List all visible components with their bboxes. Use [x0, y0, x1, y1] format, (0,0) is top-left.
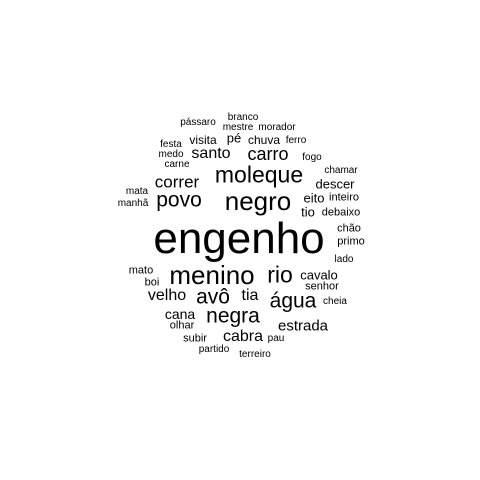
word-mestre: mestre: [222, 122, 254, 133]
word-agua: água: [269, 289, 317, 313]
word-cavalo: cavalo: [300, 267, 338, 283]
word-subir: subir: [183, 332, 207, 345]
word-descer: descer: [315, 176, 355, 192]
word-terreiro: terreiro: [239, 349, 271, 360]
word-carro: carro: [247, 144, 289, 164]
word-manha: manhã: [117, 198, 149, 209]
word-mato: mato: [128, 264, 154, 277]
word-engenho: engenho: [153, 214, 325, 263]
word-pau: pau: [267, 333, 285, 344]
word-santo: santo: [191, 145, 231, 162]
word-eito: eito: [303, 190, 325, 206]
word-senhor: senhor: [305, 280, 339, 293]
word-cheia: cheia: [323, 296, 347, 307]
word-olhar: olhar: [169, 319, 195, 332]
word-fogo: fogo: [302, 152, 322, 163]
word-festa: festa: [160, 139, 182, 150]
word-tio: tio: [301, 204, 315, 220]
word-pe: pé: [226, 130, 242, 146]
word-cabra: cabra: [222, 328, 264, 345]
word-povo: povo: [156, 188, 202, 212]
word-negra: negra: [206, 304, 260, 328]
word-chao: chão: [337, 222, 361, 235]
word-medo: medo: [158, 149, 184, 160]
word-estrada: estrada: [277, 317, 329, 335]
word-passaro: pássaro: [180, 117, 216, 128]
word-correr: correr: [154, 172, 200, 192]
word-visita: visita: [189, 133, 217, 147]
word-carne: carne: [164, 159, 190, 170]
word-boi: boi: [144, 276, 160, 289]
word-velho: velho: [147, 287, 187, 304]
word-negro: negro: [224, 186, 292, 216]
word-debaixo: debaixo: [321, 206, 361, 219]
word-partido: partido: [198, 344, 230, 355]
word-morador: morador: [258, 122, 296, 133]
word-moleque: moleque: [214, 161, 304, 188]
word-lado: lado: [334, 254, 354, 265]
word-chuva: chuva: [247, 133, 281, 147]
word-tia: tia: [241, 287, 259, 304]
word-ferro: ferro: [285, 135, 307, 146]
word-chamar: chamar: [324, 165, 358, 176]
word-rio: rio: [267, 261, 293, 288]
word-primo: primo: [337, 235, 365, 248]
word-menino: menino: [169, 260, 255, 290]
word-branco: branco: [227, 112, 259, 123]
word-cana: cana: [164, 306, 196, 322]
word-mata: mata: [125, 186, 149, 197]
word-inteiro: inteiro: [329, 191, 359, 204]
word-avo: avô: [196, 285, 230, 309]
